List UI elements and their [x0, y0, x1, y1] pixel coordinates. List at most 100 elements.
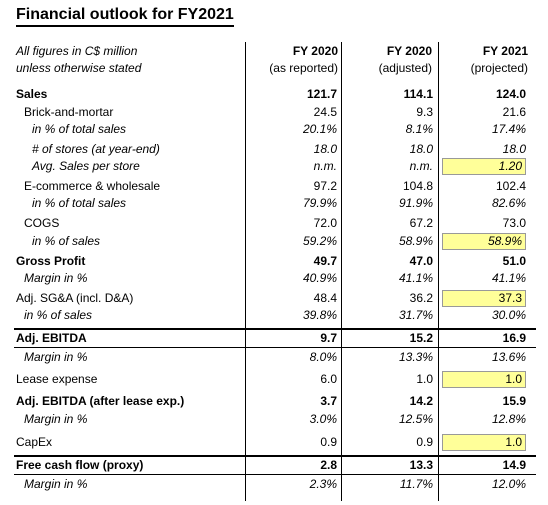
column-header-fy2020-reported: FY 2020 (as reported) [240, 43, 338, 77]
cell-value: 6.0 [320, 372, 337, 386]
cell-value: 41.1% [398, 271, 433, 285]
cell-value: 41.1% [491, 271, 526, 285]
row-label: Brick-and-mortar [24, 105, 114, 119]
financial-table: All figures in C$ million unless otherwi… [14, 42, 536, 501]
cell-value: 14.2 [409, 394, 433, 408]
cell-value: 18.0 [502, 142, 526, 156]
cell-value: 20.1% [302, 122, 337, 136]
row-label: in % of sales [32, 234, 101, 248]
cell-value: 40.9% [302, 271, 337, 285]
table-row: Brick-and-mortar 24.5 9.3 21.6 [14, 104, 536, 121]
column-header-bottom: (projected) [470, 61, 528, 75]
cell-value: 14.9 [502, 458, 526, 472]
units-note-line2: unless otherwise stated [16, 61, 142, 75]
cell-value: 2.3% [309, 477, 337, 491]
cell-value: 36.2 [409, 291, 433, 305]
cell-value: 18.0 [313, 142, 337, 156]
table-row: in % of total sales 20.1% 8.1% 17.4% [14, 121, 536, 138]
cell-value: 102.4 [495, 179, 526, 193]
cell-value: 13.3 [409, 458, 433, 472]
table-row: Adj. EBITDA (after lease exp.) 3.7 14.2 15.… [14, 393, 536, 410]
row-label: in % of total sales [32, 122, 127, 136]
row-label: in % of total sales [32, 196, 127, 210]
row-label: Gross Profit [16, 254, 86, 268]
cell-value: 9.7 [320, 331, 337, 345]
cell-value: 15.2 [409, 331, 433, 345]
row-label: CapEx [16, 435, 53, 449]
table-row: Margin in % 2.3% 11.7% 12.0% [14, 476, 536, 493]
cell-value: 58.9% [442, 233, 526, 250]
cell-value: 9.3 [416, 105, 433, 119]
cell-value: 1.0 [442, 434, 526, 451]
row-label: E-commerce & wholesale [24, 179, 161, 193]
cell-value: 51.0 [502, 254, 526, 268]
row-divider [14, 328, 536, 330]
cell-value: 24.5 [313, 105, 337, 119]
table-row: Gross Profit 49.7 47.0 51.0 [14, 253, 536, 270]
table-header: All figures in C$ million unless otherwi… [14, 42, 536, 82]
cell-value: 0.9 [320, 435, 337, 449]
cell-value: 59.2% [302, 234, 337, 248]
cell-value: 39.8% [302, 308, 337, 322]
cell-value: 1.0 [416, 372, 433, 386]
cell-value: 97.2 [313, 179, 337, 193]
cell-value: 15.9 [502, 394, 526, 408]
table-row: in % of sales 39.8% 31.7% 30.0% [14, 307, 536, 324]
cell-value: 1.0 [442, 371, 526, 388]
row-label: Margin in % [24, 412, 88, 426]
cell-value: 82.6% [491, 196, 526, 210]
row-label: Adj. EBITDA (after lease exp.) [16, 394, 185, 408]
cell-value: 58.9% [398, 234, 433, 248]
column-header-top: FY 2020 [386, 44, 432, 58]
cell-value: 104.8 [402, 179, 433, 193]
cell-value: 124.0 [495, 87, 526, 101]
table-row: Lease expense 6.0 1.0 1.0 [14, 371, 536, 388]
table-row: Margin in % 40.9% 41.1% 41.1% [14, 270, 536, 287]
row-label: Avg. Sales per store [32, 159, 140, 173]
cell-value: 2.8 [320, 458, 337, 472]
row-label: COGS [24, 216, 60, 230]
row-label: Adj. EBITDA [16, 331, 87, 345]
column-header-top: FY 2021 [482, 44, 528, 58]
cell-value: 30.0% [491, 308, 526, 322]
cell-value: 17.4% [491, 122, 526, 136]
table-row: in % of sales 59.2% 58.9% 58.9% [14, 233, 536, 250]
cell-value: 12.8% [491, 412, 526, 426]
page-title: Financial outlook for FY2021 [16, 5, 234, 27]
column-header-fy2020-adjusted: FY 2020 (adjusted) [334, 43, 432, 77]
column-header-top: FY 2020 [292, 44, 338, 58]
column-header-bottom: (as reported) [269, 61, 338, 75]
table-row: Adj. SG&A (incl. D&A) 48.4 36.2 37.3 [14, 290, 536, 307]
table-row: Adj. EBITDA 9.7 15.2 16.9 [14, 330, 536, 347]
table-row: # of stores (at year-end) 18.0 18.0 18.0 [14, 141, 536, 158]
table-row: Avg. Sales per store n.m. n.m. 1.20 [14, 158, 536, 175]
cell-value: 37.3 [442, 290, 526, 307]
cell-value: 3.0% [309, 412, 337, 426]
cell-value: 16.9 [502, 331, 526, 345]
table-row: in % of total sales 79.9% 91.9% 82.6% [14, 195, 536, 212]
cell-value: 67.2 [409, 216, 433, 230]
row-label: in % of sales [24, 308, 93, 322]
row-label: Sales [16, 87, 48, 101]
cell-value: 11.7% [399, 477, 433, 491]
cell-value: 0.9 [416, 435, 433, 449]
cell-value: 18.0 [409, 142, 433, 156]
cell-value: 79.9% [302, 196, 337, 210]
cell-value: 121.7 [306, 87, 337, 101]
cell-value: 8.0% [309, 350, 337, 364]
cell-value: 12.0% [491, 477, 526, 491]
units-note: All figures in C$ million unless otherwi… [16, 43, 141, 77]
units-note-line1: All figures in C$ million [16, 44, 138, 58]
cell-value: 49.7 [313, 254, 337, 268]
table-row: E-commerce & wholesale 97.2 104.8 102.4 [14, 178, 536, 195]
cell-value: 114.1 [403, 87, 433, 101]
cell-value: 21.6 [502, 105, 526, 119]
row-divider [14, 455, 536, 457]
row-label: Adj. SG&A (incl. D&A) [16, 291, 134, 305]
row-label: Lease expense [16, 372, 98, 386]
column-divider [438, 42, 439, 501]
row-divider [14, 474, 536, 475]
row-label: Margin in % [24, 477, 88, 491]
column-divider [245, 42, 246, 501]
column-header-fy2021-projected: FY 2021 (projected) [430, 43, 528, 77]
